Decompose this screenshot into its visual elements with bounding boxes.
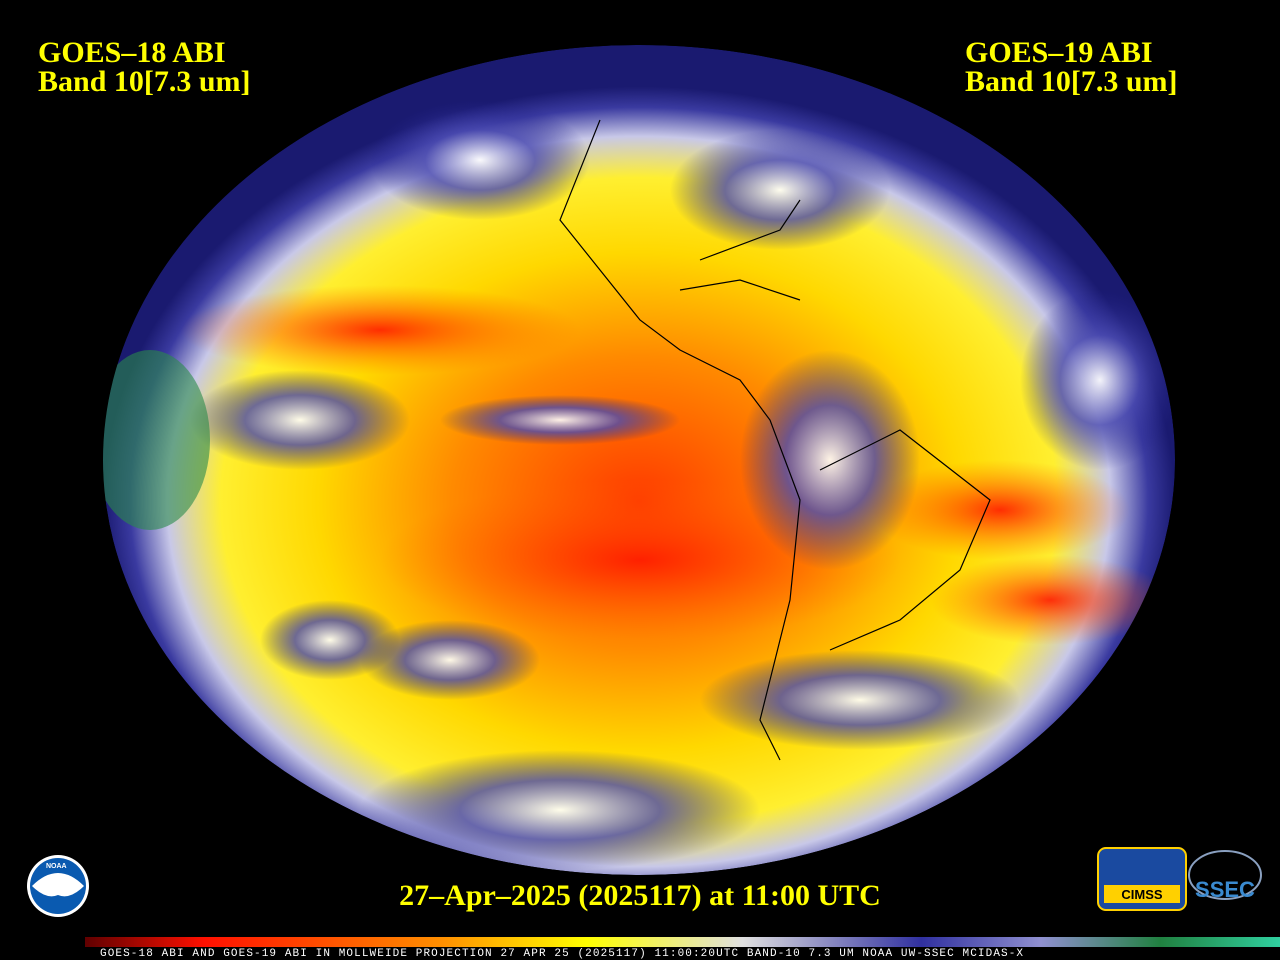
right-satellite: GOES–19 ABI [965,36,1153,69]
timestamp: 27–Apr–2025 (2025117) at 11:00 UTC [399,879,881,912]
left-band: Band 10[7.3 um] [38,65,251,98]
right-band: Band 10[7.3 um] [965,65,1178,98]
noaa-text: NOAA [46,863,67,870]
coastlines [559,119,991,761]
left-satellite: GOES–18 ABI [38,36,226,69]
color-bar [85,937,1280,947]
ssec-logo: SSEC [1188,850,1262,902]
cimss-text: CIMSS [1121,887,1163,902]
noaa-logo: NOAA [27,855,89,917]
footer-caption: GOES-18 ABI AND GOES-19 ABI IN MOLLWEIDE… [100,948,1024,960]
cimss-logo: CIMSS [1097,847,1187,911]
ssec-text: SSEC [1195,877,1255,902]
globe [103,45,1175,875]
